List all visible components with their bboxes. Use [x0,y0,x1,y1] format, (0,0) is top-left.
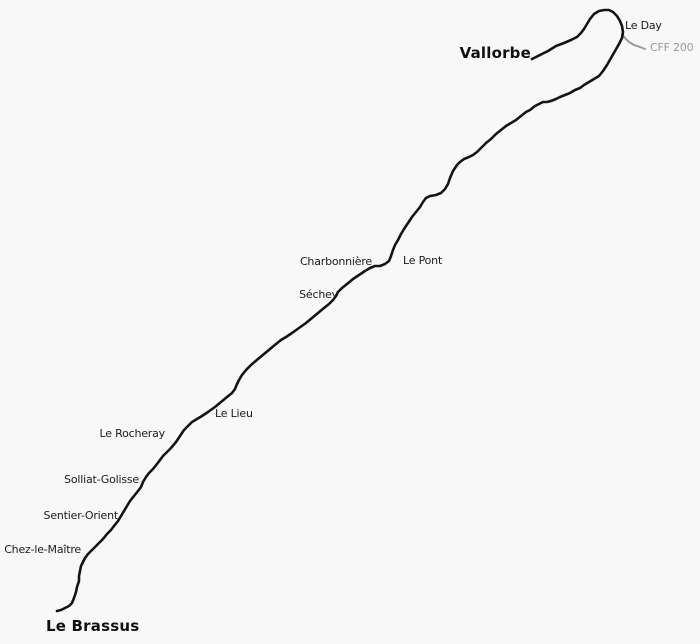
station-label-le-rocheray: Le Rocheray [99,427,166,440]
terminus-label-le-brassus: Le Brassus [46,617,140,635]
station-label-solliat-golisse: Solliat-Golisse [64,473,139,486]
station-label-le-pont: Le Pont [403,254,443,267]
main-route-path [55,8,625,613]
branch-label-cff-200: CFF 200 [650,41,694,54]
station-label-chez-le-maitre: Chez-le-Maître [4,543,81,556]
cff-branch-path [621,33,646,50]
station-label-sechey: Séchey [299,288,338,301]
station-label-sentier-orient: Sentier-Orient [43,509,119,522]
terminus-label-vallorbe: Vallorbe [459,44,531,62]
station-label-charbonniere: Charbonnière [299,255,372,268]
station-label-le-lieu: Le Lieu [215,407,253,420]
station-label-le-day: Le Day [625,19,662,32]
